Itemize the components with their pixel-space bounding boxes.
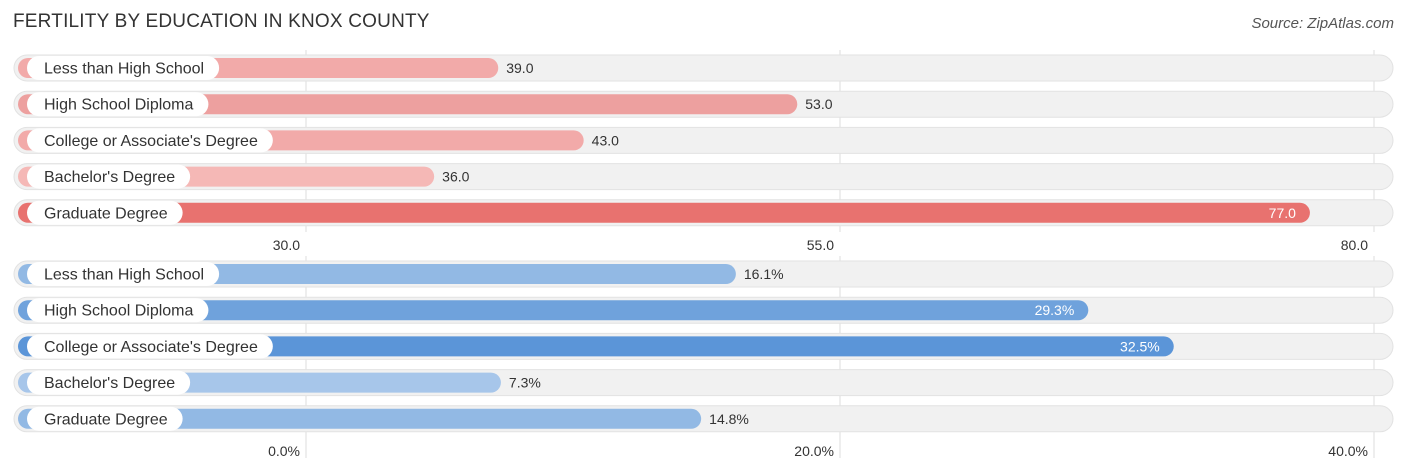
fertility-category-label-high-school-diploma: High School Diploma (44, 97, 194, 114)
percent-category-label-high-school-diploma: High School Diploma (44, 303, 194, 320)
fertility-tick-label-1: 55.0 (807, 237, 834, 253)
fertility-category-label-college-or-associate-s-degree: College or Associate's Degree (44, 133, 258, 150)
fertility-value-label-bachelor-s-degree: 36.0 (442, 169, 469, 185)
percent-value-label-less-than-high-school: 16.1% (744, 266, 784, 282)
percent-tick-label-0: 0.0% (268, 443, 300, 459)
percent-value-label-bachelor-s-degree: 7.3% (509, 375, 541, 391)
fertility-category-pill-college-or-associate-s-degree (27, 128, 273, 153)
fertility-category-label-bachelor-s-degree: Bachelor's Degree (44, 169, 175, 186)
percent-category-pill-graduate-degree (27, 406, 183, 431)
percent-tick-label-2: 40.0% (1328, 443, 1368, 459)
fertility-value-label-college-or-associate-s-degree: 43.0 (592, 132, 619, 148)
fertility-category-pill-less-than-high-school (27, 56, 220, 80)
chart-title: FERTILITY BY EDUCATION IN KNOX COUNTY (13, 11, 430, 32)
fertility-tick-label-0: 30.0 (273, 237, 300, 253)
fertility-value-label-high-school-diploma: 53.0 (805, 96, 832, 112)
percent-category-label-college-or-associate-s-degree: College or Associate's Degree (44, 339, 258, 356)
fertility-tick-label-2: 80.0 (1341, 237, 1368, 253)
percent-category-pill-high-school-diploma (27, 298, 209, 323)
fertility-category-label-less-than-high-school: Less than High School (44, 61, 204, 78)
percent-bar-college-or-associate-s-degree (18, 336, 1174, 357)
percent-bar-high-school-diploma (18, 300, 1089, 321)
percent-value-label-college-or-associate-s-degree: 32.5% (1120, 338, 1160, 354)
percent-category-pill-less-than-high-school (27, 262, 220, 286)
percent-value-label-graduate-degree: 14.8% (709, 411, 749, 427)
percent-bar-graduate-degree (18, 408, 702, 429)
fertility-category-pill-bachelor-s-degree (27, 164, 191, 189)
percent-category-label-graduate-degree: Graduate Degree (44, 411, 168, 428)
percent-category-pill-bachelor-s-degree (27, 370, 191, 395)
fertility-category-pill-graduate-degree (27, 200, 183, 225)
fertility-value-label-less-than-high-school: 39.0 (506, 60, 533, 76)
fertility-value-label-graduate-degree: 77.0 (1269, 205, 1296, 221)
fertility-category-label-graduate-degree: Graduate Degree (44, 205, 168, 222)
fertility-bar-high-school-diploma (18, 94, 798, 115)
percent-category-label-less-than-high-school: Less than High School (44, 267, 204, 284)
fertility-category-pill-high-school-diploma (27, 92, 209, 117)
percent-value-label-high-school-diploma: 29.3% (1035, 302, 1075, 318)
percent-tick-label-1: 20.0% (794, 443, 834, 459)
fertility-bar-graduate-degree (18, 202, 1310, 223)
percent-category-label-bachelor-s-degree: Bachelor's Degree (44, 375, 175, 392)
percent-category-pill-college-or-associate-s-degree (27, 334, 273, 359)
source-label: Source: ZipAtlas.com (1251, 15, 1394, 32)
